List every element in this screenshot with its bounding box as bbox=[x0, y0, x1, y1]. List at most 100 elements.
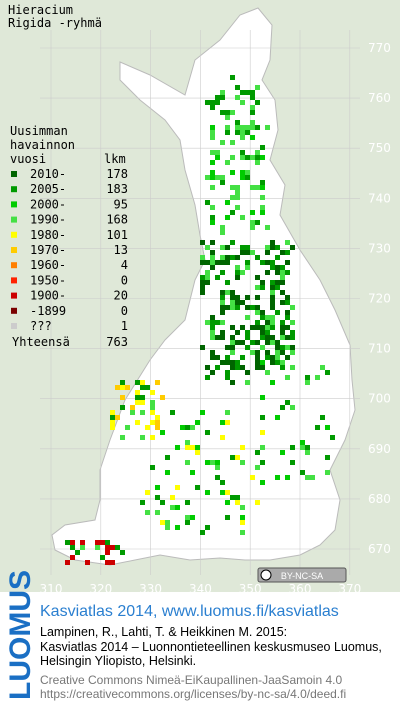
observation-square bbox=[160, 395, 165, 400]
observation-square bbox=[290, 330, 295, 335]
observation-square bbox=[210, 135, 215, 140]
observation-square bbox=[285, 300, 290, 305]
citation: Kasviatlas 2014 – Luonnontieteellinen ke… bbox=[40, 640, 382, 654]
observation-square bbox=[200, 280, 205, 285]
observation-square bbox=[245, 245, 250, 250]
observation-square bbox=[160, 520, 165, 525]
observation-square bbox=[260, 460, 265, 465]
observation-square bbox=[270, 245, 275, 250]
legend-label: 1900- bbox=[30, 289, 66, 303]
observation-square bbox=[215, 355, 220, 360]
observation-square bbox=[250, 220, 255, 225]
observation-square bbox=[260, 335, 265, 340]
observation-square bbox=[225, 200, 230, 205]
x-axis-label: 310 bbox=[40, 582, 63, 596]
observation-square bbox=[255, 285, 260, 290]
observation-square bbox=[325, 470, 330, 475]
observation-square bbox=[250, 105, 255, 110]
observation-square bbox=[280, 450, 285, 455]
observation-square bbox=[230, 240, 235, 245]
observation-square bbox=[280, 350, 285, 355]
observation-square bbox=[230, 170, 235, 175]
observation-square bbox=[240, 530, 245, 535]
observation-square bbox=[220, 360, 225, 365]
legend-header: havainnon bbox=[10, 138, 75, 152]
legend-label: 1960- bbox=[30, 258, 66, 272]
observation-square bbox=[210, 160, 215, 165]
observation-square bbox=[290, 320, 295, 325]
y-axis-label: 720 bbox=[368, 292, 391, 306]
legend-swatch bbox=[11, 201, 17, 208]
observation-square bbox=[240, 155, 245, 160]
observation-square bbox=[245, 125, 250, 130]
observation-square bbox=[140, 400, 145, 405]
observation-square bbox=[280, 300, 285, 305]
observation-square bbox=[275, 475, 280, 480]
observation-square bbox=[215, 465, 220, 470]
y-axis-label: 740 bbox=[368, 191, 391, 205]
legend-header: Uusimman bbox=[10, 124, 68, 138]
observation-square bbox=[240, 215, 245, 220]
observation-square bbox=[245, 295, 250, 300]
legend-label: -1899 bbox=[30, 304, 66, 318]
observation-square bbox=[235, 125, 240, 130]
observation-square bbox=[250, 185, 255, 190]
observation-square bbox=[230, 75, 235, 80]
observation-square bbox=[270, 340, 275, 345]
observation-square bbox=[70, 540, 75, 545]
observation-square bbox=[65, 560, 70, 565]
observation-square bbox=[230, 110, 235, 115]
observation-square bbox=[230, 210, 235, 215]
x-axis-label: 350 bbox=[239, 582, 262, 596]
observation-square bbox=[305, 475, 310, 480]
observation-square bbox=[285, 325, 290, 330]
observation-square bbox=[195, 450, 200, 455]
legend-count: 20 bbox=[114, 289, 128, 303]
observation-square bbox=[285, 375, 290, 380]
observation-square bbox=[260, 445, 265, 450]
observation-square bbox=[255, 320, 260, 325]
observation-square bbox=[210, 320, 215, 325]
observation-square bbox=[220, 300, 225, 305]
license: https://creativecommons.org/licenses/by-… bbox=[40, 687, 346, 701]
observation-square bbox=[225, 410, 230, 415]
observation-square bbox=[245, 175, 250, 180]
y-axis-label: 680 bbox=[368, 492, 391, 506]
observation-square bbox=[290, 305, 295, 310]
observation-square bbox=[270, 240, 275, 245]
observation-square bbox=[260, 430, 265, 435]
observation-square bbox=[285, 240, 290, 245]
observation-square bbox=[270, 300, 275, 305]
observation-square bbox=[235, 500, 240, 505]
observation-square bbox=[240, 515, 245, 520]
observation-square bbox=[210, 250, 215, 255]
observation-square bbox=[265, 260, 270, 265]
observation-square bbox=[240, 355, 245, 360]
observation-square bbox=[215, 100, 220, 105]
observation-square bbox=[210, 100, 215, 105]
observation-square bbox=[255, 310, 260, 315]
observation-square bbox=[275, 310, 280, 315]
observation-square bbox=[290, 345, 295, 350]
observation-square bbox=[315, 375, 320, 380]
observation-square bbox=[240, 170, 245, 175]
observation-square bbox=[110, 415, 115, 420]
observation-square bbox=[245, 250, 250, 255]
observation-square bbox=[210, 265, 215, 270]
observation-square bbox=[115, 415, 120, 420]
observation-square bbox=[230, 345, 235, 350]
observation-square bbox=[220, 295, 225, 300]
observation-square bbox=[320, 415, 325, 420]
observation-square bbox=[280, 280, 285, 285]
observation-square bbox=[280, 250, 285, 255]
observation-square bbox=[280, 325, 285, 330]
observation-square bbox=[205, 100, 210, 105]
observation-square bbox=[215, 335, 220, 340]
observation-square bbox=[185, 460, 190, 465]
observation-square bbox=[145, 385, 150, 390]
observation-square bbox=[285, 355, 290, 360]
observation-square bbox=[80, 540, 85, 545]
legend-swatch bbox=[11, 216, 17, 223]
observation-square bbox=[245, 155, 250, 160]
observation-square bbox=[235, 300, 240, 305]
